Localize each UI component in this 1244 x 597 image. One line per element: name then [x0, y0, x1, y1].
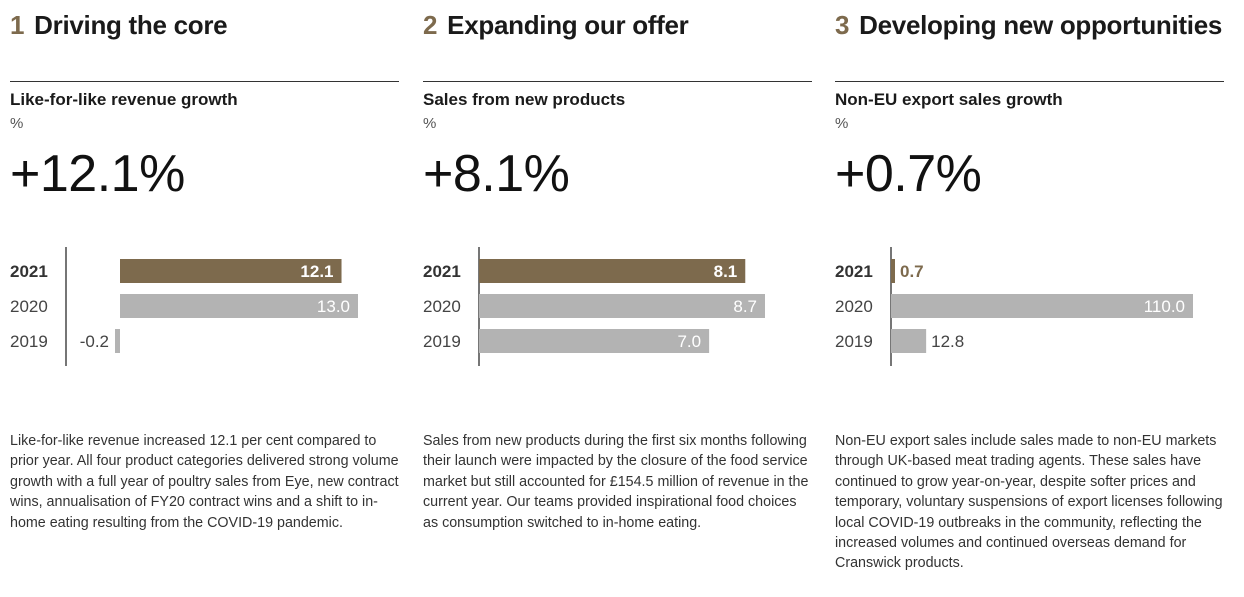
year-label: 2021	[423, 262, 461, 281]
bar-2021	[479, 259, 746, 283]
bar-2019	[115, 329, 120, 353]
value-label: 13.0	[317, 297, 350, 316]
value-label: 12.1	[300, 262, 333, 281]
year-label: 2020	[423, 297, 461, 316]
description: Sales from new products during the first…	[423, 433, 809, 531]
value-label: 8.1	[714, 262, 738, 281]
bar-chart: 2021 0.7 2020 110.0 2019 12.8	[835, 240, 1224, 370]
metric-unit: %	[835, 115, 849, 132]
year-label: 2021	[835, 262, 873, 281]
metric-title: Sales from new products	[423, 90, 626, 109]
year-label: 2020	[835, 297, 873, 316]
divider	[10, 81, 399, 82]
section-number: 3	[835, 10, 850, 40]
value-label: 0.7	[900, 262, 924, 281]
metric-title: Non-EU export sales growth	[835, 90, 1063, 109]
headline-value: +12.1%	[10, 145, 185, 203]
bar-chart: 2021 8.1 2020 8.7 2019 7.0	[423, 240, 812, 370]
value-label: -0.2	[80, 332, 109, 351]
kpi-column-3: 3 Developing new opportunities Non-EU exp…	[835, 0, 1224, 597]
bar-2020	[120, 294, 358, 318]
year-label: 2019	[423, 332, 461, 351]
year-label: 2019	[835, 332, 873, 351]
year-label: 2021	[10, 262, 48, 281]
value-label: 7.0	[677, 332, 701, 351]
metric-unit: %	[10, 115, 24, 132]
divider	[835, 81, 1224, 82]
section-heading: 2 Expanding our offer	[423, 10, 689, 41]
bar-2019	[479, 329, 710, 353]
year-label: 2020	[10, 297, 48, 316]
section-heading: 1 Driving the core	[10, 10, 228, 41]
bar-2021	[120, 259, 342, 283]
value-label: 110.0	[1144, 297, 1185, 316]
section-title: Driving the core	[34, 10, 228, 40]
bar-2020	[479, 294, 765, 318]
year-label: 2019	[10, 332, 48, 351]
kpi-column-1: 1 Driving the core Like-for-like revenue …	[10, 0, 399, 597]
headline-value: +0.7%	[835, 145, 982, 203]
description: Like-for-like revenue increased 12.1 per…	[10, 433, 399, 531]
kpi-column-2: 2 Expanding our offer Sales from new prod…	[423, 0, 812, 597]
bar-2019	[891, 329, 927, 353]
metric-title: Like-for-like revenue growth	[10, 90, 238, 109]
bar-2021	[891, 259, 895, 283]
value-label: 12.8	[931, 332, 964, 351]
value-label: 8.7	[733, 297, 757, 316]
section-title: Developing new opportunities	[859, 10, 1223, 40]
bar-chart: 2021 12.1 2020 13.0 2019 -0.2	[10, 240, 399, 370]
divider	[423, 81, 812, 82]
description: Non-EU export sales include sales made t…	[835, 433, 1223, 572]
metric-unit: %	[423, 115, 437, 132]
section-title: Expanding our offer	[447, 10, 689, 40]
section-heading: 3 Developing new opportunities	[835, 10, 1222, 41]
section-number: 1	[10, 10, 25, 40]
bar-2020	[891, 294, 1193, 318]
section-number: 2	[423, 10, 438, 40]
headline-value: +8.1%	[423, 145, 570, 203]
